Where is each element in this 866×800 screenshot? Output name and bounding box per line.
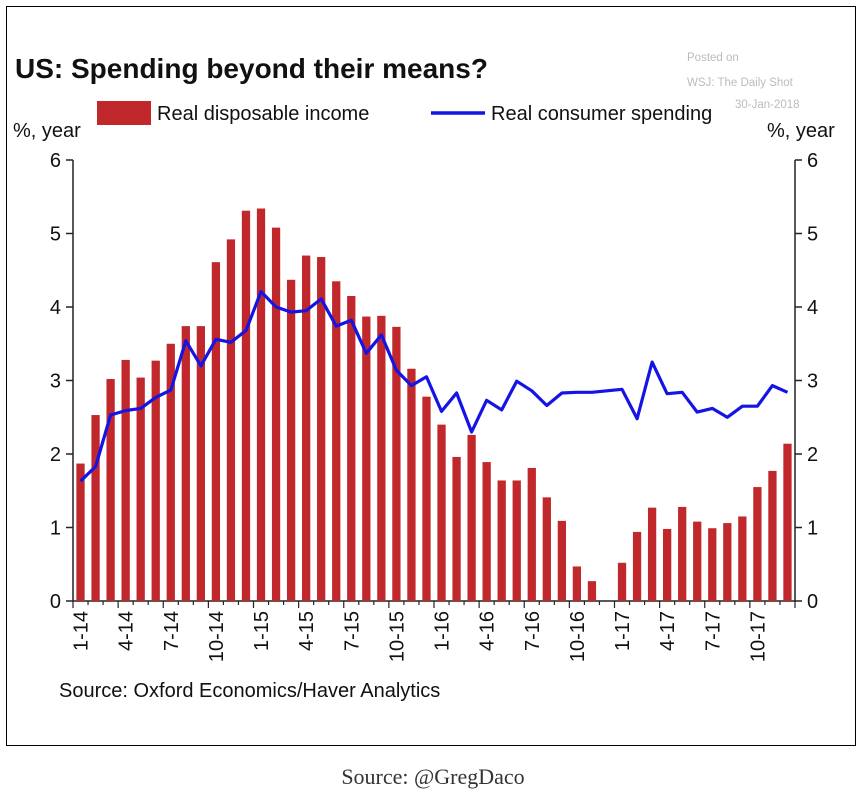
income-bar: [663, 528, 672, 601]
x-tick-label: 10-14: [206, 611, 228, 662]
income-bar: [392, 326, 401, 601]
chart-title: US: Spending beyond their means?: [15, 53, 488, 84]
right-y-tick-label: 1: [807, 518, 818, 540]
right-y-tick-label: 5: [807, 224, 818, 246]
income-bar: [512, 480, 521, 601]
chart-svg: US: Spending beyond their means? Posted …: [13, 52, 835, 702]
watermark-line-3: 30-Jan-2018: [735, 99, 800, 111]
income-bar: [753, 487, 762, 601]
income-bar: [587, 581, 597, 601]
income-bar: [136, 377, 145, 601]
income-bar: [302, 255, 311, 602]
image-caption: Source: @GregDaco: [341, 764, 525, 789]
income-bar: [362, 316, 371, 601]
watermark-line-2: WSJ: The Daily Shot: [687, 77, 794, 89]
income-bar: [723, 523, 732, 601]
x-tick-label: 10-15: [386, 611, 408, 662]
income-bar: [708, 528, 717, 601]
left-y-tick-label: 6: [50, 150, 61, 172]
income-bar: [91, 415, 100, 601]
income-bar: [196, 326, 205, 601]
chart-frame: US: Spending beyond their means? Posted …: [6, 6, 856, 746]
income-bar: [437, 424, 446, 601]
income-bar: [527, 467, 536, 601]
income-bar: [783, 443, 792, 601]
x-tick-label: 1-16: [432, 611, 454, 651]
income-bar: [647, 507, 657, 601]
x-tick-label: 7-15: [341, 611, 363, 651]
right-y-tick-label: 2: [807, 444, 818, 466]
income-bar: [738, 516, 747, 601]
x-tick-label: 4-17: [657, 611, 679, 651]
right-axis-label: %, year: [767, 120, 835, 142]
income-bar: [377, 315, 386, 601]
income-bar: [286, 279, 296, 601]
income-bar: [768, 470, 777, 601]
x-tick-label: 4-16: [477, 611, 499, 651]
income-bar: [332, 281, 341, 601]
income-bar: [106, 379, 115, 601]
income-bar: [572, 566, 582, 601]
x-tick-label: 7-17: [702, 611, 724, 651]
x-tick-label: 10-16: [567, 611, 589, 662]
left-y-tick-label: 0: [50, 591, 61, 613]
left-y-tick-label: 5: [50, 224, 61, 246]
x-tick-label: 7-16: [522, 611, 544, 651]
income-bar: [166, 343, 175, 601]
left-y-tick-label: 1: [50, 518, 61, 540]
x-tick-label: 4-14: [116, 611, 138, 651]
legend-line-label: Real consumer spending: [491, 103, 712, 125]
income-bar: [497, 480, 506, 601]
x-tick-label: 1-15: [251, 611, 273, 651]
watermark: Posted on WSJ: The Daily Shot 30-Jan-201…: [687, 52, 800, 111]
legend-bar-swatch: [97, 101, 151, 125]
spending-line: [79, 290, 789, 483]
income-bar: [226, 239, 236, 601]
income-bar: [256, 208, 266, 601]
income-bar: [271, 227, 281, 601]
income-bar: [452, 456, 461, 601]
x-tick-label: 10-17: [747, 611, 769, 662]
income-bar: [211, 262, 221, 601]
income-bar: [693, 521, 702, 601]
right-y-tick-label: 6: [807, 150, 818, 172]
income-bar: [422, 396, 431, 601]
x-tick-label: 7-14: [161, 611, 183, 651]
income-bar: [678, 506, 687, 601]
x-tick-label: 4-15: [296, 611, 318, 651]
right-y-tick-label: 0: [807, 591, 818, 613]
income-bar: [542, 497, 551, 601]
income-bar: [467, 434, 476, 601]
income-bar: [151, 360, 160, 601]
income-bar: [617, 562, 627, 601]
left-y-tick-label: 4: [50, 297, 61, 319]
plot-area: 0 0 1 1 2 2 3 3 4 4 5 5 6 6 1-14 4-14 7-14 10-14 1-15 4-15 7…: [50, 150, 818, 662]
legend-bar-label: Real disposable income: [157, 103, 369, 125]
income-bar: [407, 368, 416, 601]
income-bar: [181, 326, 190, 601]
x-tick-label: 1-17: [612, 611, 634, 651]
left-y-tick-label: 2: [50, 444, 61, 466]
legend: Real disposable income Real consumer spe…: [97, 101, 712, 125]
income-bar: [317, 257, 326, 601]
left-axis-label: %, year: [13, 120, 81, 142]
income-bar: [241, 210, 251, 601]
right-y-tick-label: 3: [807, 371, 818, 393]
right-y-tick-label: 4: [807, 297, 818, 319]
income-bar: [557, 520, 566, 601]
left-y-tick-label: 3: [50, 371, 61, 393]
income-bar: [121, 359, 130, 601]
source-note: Source: Oxford Economics/Haver Analytics: [59, 680, 440, 702]
income-bar: [482, 462, 491, 601]
watermark-line-1: Posted on: [687, 52, 739, 64]
income-bar: [632, 531, 642, 601]
x-tick-label: 1-14: [71, 611, 93, 651]
income-bar: [347, 295, 356, 601]
income-bar: [76, 463, 85, 601]
